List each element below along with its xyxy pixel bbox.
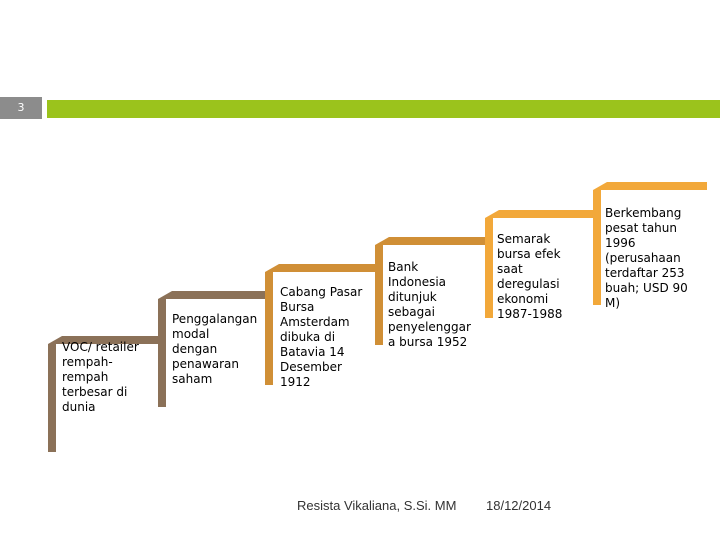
footer-date: 18/12/2014 <box>486 498 552 513</box>
step-4-corner <box>375 237 389 245</box>
step-1-corner <box>48 336 62 344</box>
step-1-text: VOC/ retailer rempah-rempah terbesar di … <box>62 340 139 414</box>
step-2-corner <box>158 291 172 299</box>
step-6-text: Berkembang pesat tahun 1996 (perusahaan … <box>605 206 688 310</box>
step-3-top-bar <box>265 264 379 272</box>
slide-number: 3 <box>0 97 42 119</box>
step-2-text: Penggalangan modal dengan penawaran saha… <box>172 312 258 386</box>
step-2-left-bar <box>158 299 166 407</box>
step-1-left-bar <box>48 344 56 452</box>
step-5-corner <box>485 210 499 218</box>
step-4-top-bar <box>375 237 489 245</box>
step-1-top-bar <box>48 336 162 344</box>
step-4-left-bar <box>375 245 383 345</box>
header-accent-bar <box>47 100 720 118</box>
step-3-left-bar <box>265 272 273 385</box>
step-5-top-bar <box>485 210 599 218</box>
step-6-corner <box>593 182 607 190</box>
step-4-text: Bank Indonesia ditunjuk sebagai penyelen… <box>388 260 471 349</box>
footer-author: Resista Vikaliana, S.Si. MM <box>297 498 457 513</box>
step-3-corner <box>265 264 279 272</box>
step-5-text: Semarak bursa efek saat deregulasi ekono… <box>497 232 563 321</box>
step-6-top-bar <box>593 182 707 190</box>
step-5-left-bar <box>485 218 493 318</box>
step-3-text: Cabang Pasar Bursa Amsterdam dibuka di B… <box>280 285 363 389</box>
step-2-top-bar <box>158 291 272 299</box>
step-6-left-bar <box>593 190 601 305</box>
